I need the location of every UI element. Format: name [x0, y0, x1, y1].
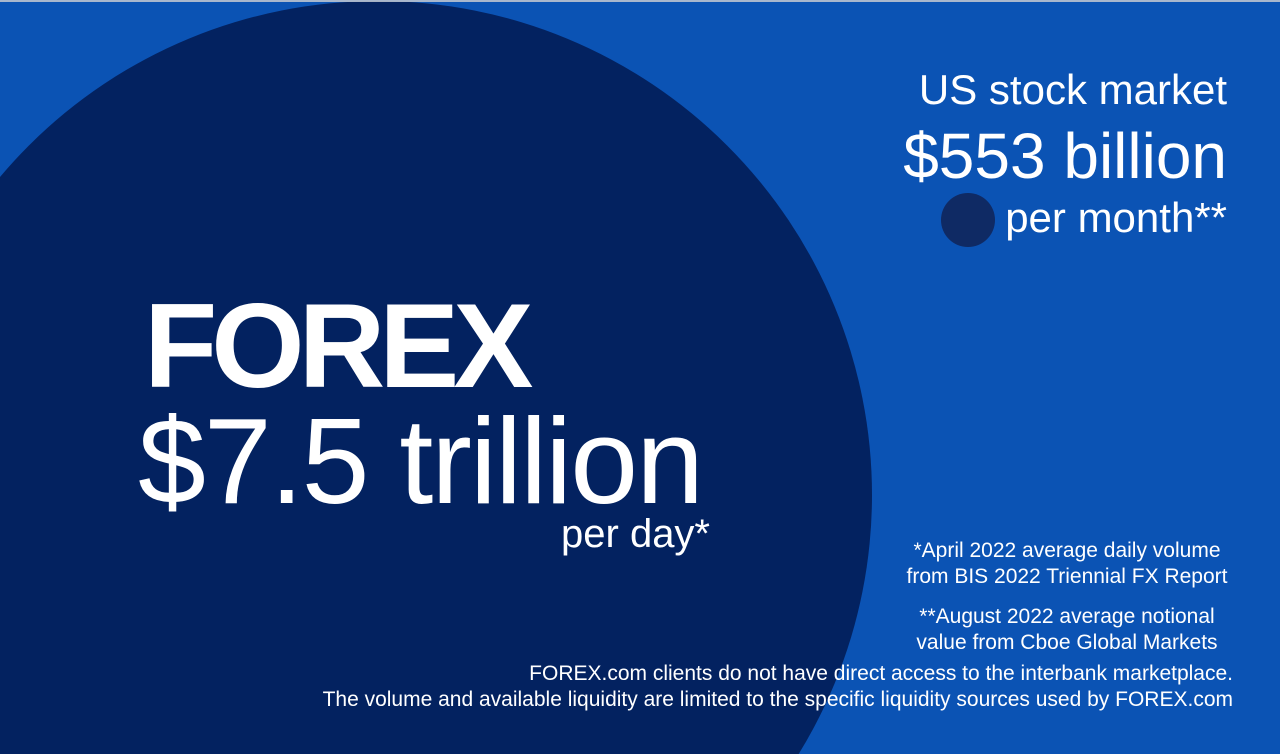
- forex-title: FOREX: [144, 279, 533, 413]
- top-edge-line: [0, 0, 1280, 2]
- footnote-cboe-line-1: **August 2022 average notional: [919, 605, 1215, 628]
- us-stock-market-label: US stock market: [918, 66, 1227, 113]
- footnote-bis-line-1: *April 2022 average daily volume: [913, 539, 1221, 562]
- footnote-cboe-line-2: value from Cboe Global Markets: [916, 631, 1218, 654]
- us-stock-market-value: $553 billion: [903, 120, 1227, 192]
- disclaimer-line-1: FOREX.com clients do not have direct acc…: [529, 662, 1233, 685]
- footnote-cboe: **August 2022 average notional value fro…: [897, 604, 1237, 656]
- footnote-bis-line-2: from BIS 2022 Triennial FX Report: [906, 565, 1228, 588]
- us-stock-market-period: per month**: [1005, 194, 1227, 241]
- footnote-bis-report: *April 2022 average daily volume from BI…: [897, 538, 1237, 590]
- disclaimer-block: FOREX.com clients do not have direct acc…: [40, 661, 1233, 713]
- disclaimer-line-2: The volume and available liquidity are l…: [322, 688, 1233, 711]
- forex-period: per day*: [561, 512, 710, 556]
- forex-value: $7.5 trillion: [138, 393, 704, 529]
- footnotes-block: *April 2022 average daily volume from BI…: [897, 538, 1237, 656]
- us-stock-volume-bubble: [941, 193, 995, 247]
